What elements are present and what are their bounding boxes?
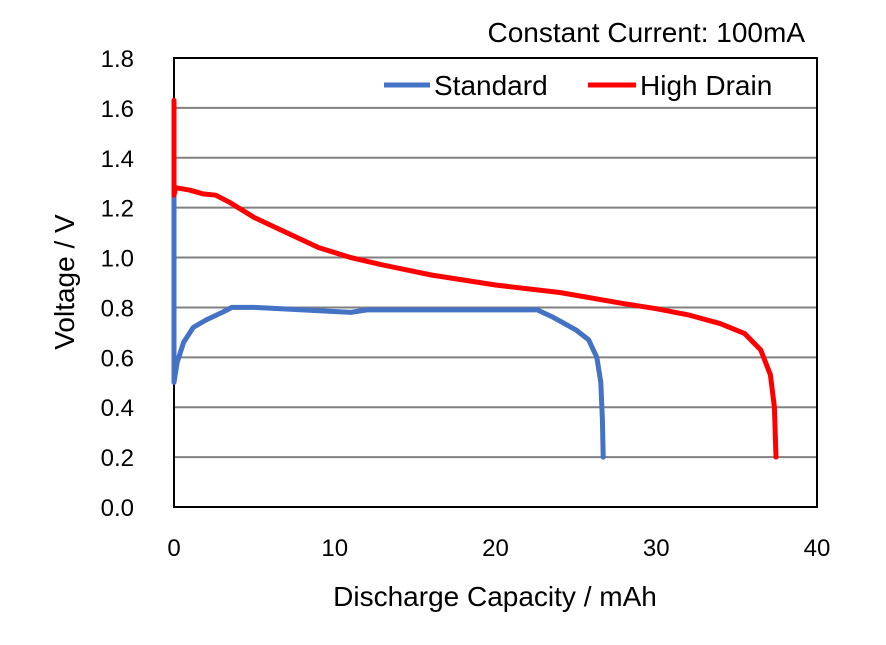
y-tick-label: 1.8 (101, 46, 134, 73)
x-tick-label: 30 (643, 535, 670, 562)
y-tick-label: 0.4 (101, 395, 134, 422)
x-tick-label: 20 (482, 535, 509, 562)
chart-title: Constant Current: 100mA (488, 17, 806, 48)
y-axis-label: Voltage / V (49, 214, 80, 350)
y-tick-label: 0.0 (101, 495, 134, 522)
y-tick-labels: 0.0 0.2 0.4 0.6 0.8 1.0 1.2 1.4 1.6 1.8 (101, 46, 134, 522)
y-tick-label: 1.6 (101, 96, 134, 123)
legend-label-high-drain: High Drain (640, 70, 772, 101)
x-tick-labels: 0 10 20 30 40 (167, 535, 830, 562)
series-line-high-drain (171, 97, 779, 460)
legend: Standard High Drain (384, 70, 772, 101)
x-tick-label: 0 (167, 535, 180, 562)
y-tick-label: 1.2 (101, 196, 134, 223)
x-axis-label: Discharge Capacity / mAh (333, 581, 657, 612)
series-line-standard (171, 192, 606, 460)
x-tick-label: 40 (804, 535, 831, 562)
y-tick-label: 1.4 (101, 146, 134, 173)
y-tick-label: 1.0 (101, 246, 134, 273)
y-tick-label: 0.6 (101, 345, 134, 372)
y-tick-label: 0.2 (101, 445, 134, 472)
x-tick-label: 10 (321, 535, 348, 562)
series-group (171, 97, 779, 460)
legend-label-standard: Standard (434, 70, 548, 101)
y-tick-label: 0.8 (101, 295, 134, 322)
